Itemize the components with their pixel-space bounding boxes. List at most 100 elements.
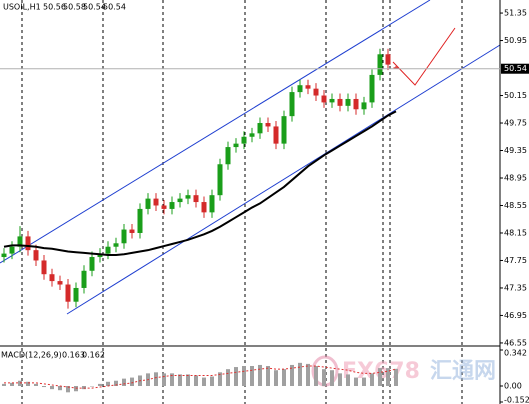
candle-body (81, 270, 87, 288)
candle-body (297, 85, 303, 93)
macd-bar (274, 370, 278, 386)
candle-body (161, 205, 167, 209)
bar-low: 50.54 (83, 3, 106, 12)
y-tick-label: 46.55 (504, 338, 527, 347)
y-tick-label: 49.75 (504, 119, 527, 128)
macd-signal-line (4, 365, 397, 389)
macd-bar (394, 368, 398, 386)
macd-bar (122, 378, 126, 386)
macd-bar (130, 377, 134, 386)
macd-bar (266, 366, 270, 386)
macd-bar (90, 386, 94, 387)
candle-body (41, 260, 47, 275)
candle-body (361, 102, 367, 110)
macd-header: MACD(12,26,9) 0.163 0.162 (1, 351, 105, 360)
macd-bar (346, 374, 350, 386)
y-tick-label: 48.55 (504, 201, 527, 210)
bar-open: 50.56 (43, 3, 66, 12)
bar-high: 50.58 (63, 3, 86, 12)
macd-bar (18, 380, 22, 386)
macd-bar (386, 368, 390, 386)
macd-bar (306, 363, 310, 386)
candle-body (201, 202, 207, 213)
macd-bar (58, 386, 62, 391)
macd-bar (114, 380, 118, 386)
candle-body (121, 229, 127, 244)
macd-bar (178, 374, 182, 386)
candle-body (353, 98, 359, 110)
macd-title: MACD(12,26,9) (1, 351, 62, 360)
y-tick-label: 48.95 (504, 173, 527, 182)
symbol: USOIL,H1 (3, 3, 41, 12)
macd-bar (186, 374, 190, 386)
channel-lower (66, 44, 501, 315)
candle-body (257, 123, 263, 134)
candle-body (241, 136, 247, 144)
macd-bar (10, 382, 14, 386)
macd-y-tick-label: -0.152 (504, 396, 529, 404)
macd-bar (202, 377, 206, 386)
y-tick-label: 47.35 (504, 283, 527, 292)
candle-body (305, 85, 311, 89)
macd-bar (82, 386, 86, 390)
candle-body (129, 229, 135, 233)
macd-bar (170, 373, 174, 386)
macd-main: 0.163 (62, 351, 85, 360)
macd-bar (314, 366, 318, 386)
candle-body (73, 287, 79, 302)
macd-bar (74, 386, 78, 392)
candle-body (385, 54, 391, 65)
macd-bar (242, 366, 246, 386)
macd-bar (42, 386, 46, 388)
macd-bar (2, 383, 6, 386)
macd-bar (218, 372, 222, 386)
y-tick-label: 51.35 (504, 9, 527, 18)
macd-bar (98, 383, 102, 386)
macd-bar (194, 375, 198, 386)
candle-body (281, 116, 287, 144)
candle-body (65, 284, 71, 302)
macd-bar (34, 383, 38, 386)
candle-body (33, 250, 39, 261)
current-price-label: 50.54 (504, 64, 527, 73)
macd-bar (50, 386, 54, 390)
macd-y-tick-label: 0.342 (504, 349, 527, 358)
macd-bar (250, 366, 254, 386)
candle-body (153, 198, 159, 206)
candle-body (137, 208, 143, 233)
period-separators (21, 0, 463, 404)
candle-body (25, 236, 31, 251)
macd-bar (338, 373, 342, 386)
candle-body (169, 202, 175, 209)
macd-bar (322, 369, 326, 386)
macd-bar (162, 373, 166, 386)
current-price-box (501, 63, 529, 74)
watermark-name: 汇通网 (430, 359, 496, 384)
candle-body (369, 74, 375, 103)
macd-signal: 0.162 (82, 351, 105, 360)
candle-body (233, 143, 239, 148)
candle-body (177, 198, 183, 203)
macd-bar (234, 367, 238, 386)
candle-body (265, 123, 271, 127)
candle-body (249, 133, 255, 137)
candle-body (337, 98, 343, 106)
candle-body (393, 67, 399, 69)
macd-bar (66, 386, 70, 393)
macd-bar (282, 369, 286, 386)
candle-body (17, 236, 23, 247)
macd-bar (330, 370, 334, 386)
macd-bar (354, 377, 358, 386)
candle-body (217, 164, 223, 196)
macd-bar (154, 372, 158, 386)
y-tick-label: 46.95 (504, 311, 527, 320)
channel-upper (0, 0, 431, 264)
moving-average (3, 110, 397, 256)
y-tick-label: 49.35 (504, 146, 527, 155)
candle-body (289, 92, 295, 117)
candle-body (377, 54, 383, 75)
macd-bar (298, 362, 302, 386)
candle-body (57, 281, 63, 285)
